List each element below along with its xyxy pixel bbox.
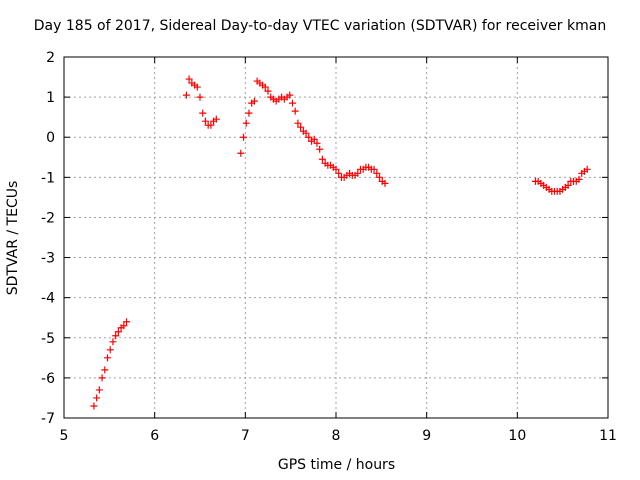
data-point — [250, 97, 258, 105]
data-point — [291, 107, 299, 115]
y-tick-label: -4 — [41, 291, 55, 307]
data-point — [294, 119, 302, 127]
y-tick-label: 2 — [46, 50, 55, 66]
x-tick-label: 8 — [332, 428, 341, 444]
y-tick-label: -7 — [41, 411, 55, 427]
data-point — [114, 328, 122, 336]
data-point — [318, 155, 326, 163]
data-point — [212, 115, 220, 123]
y-tick-label: -3 — [41, 251, 55, 267]
data-point — [242, 119, 250, 127]
y-tick-label: 1 — [46, 90, 55, 106]
data-point — [305, 133, 313, 141]
data-point — [288, 99, 296, 107]
data-point — [112, 332, 120, 340]
data-point — [123, 318, 131, 326]
data-point — [240, 133, 248, 141]
data-point — [101, 366, 109, 374]
y-tick-label: -1 — [41, 170, 55, 186]
data-point — [245, 109, 253, 117]
data-point — [199, 109, 207, 117]
data-point — [90, 402, 98, 410]
x-axis-label: GPS time / hours — [277, 457, 396, 473]
data-point — [376, 173, 384, 181]
data-point — [98, 374, 106, 382]
y-tick-label: 0 — [46, 130, 55, 146]
y-tick-label: -6 — [41, 371, 55, 387]
data-point — [264, 87, 272, 95]
data-point — [381, 179, 389, 187]
chart-title: Day 185 of 2017, Sidereal Day-to-day VTE… — [33, 18, 607, 34]
data-point — [106, 346, 114, 354]
data-point — [564, 181, 572, 189]
data-point — [286, 91, 294, 99]
x-tick-label: 5 — [60, 428, 69, 444]
data-point — [207, 121, 215, 129]
data-point — [201, 117, 209, 125]
data-point — [370, 165, 378, 173]
data-point — [302, 129, 310, 137]
data-point — [182, 91, 190, 99]
x-tick-label: 7 — [241, 428, 250, 444]
data-point — [109, 338, 117, 346]
data-point — [196, 93, 204, 101]
data-point — [185, 75, 193, 83]
data-point — [95, 386, 103, 394]
data-point — [297, 123, 305, 131]
x-tick-label: 9 — [422, 428, 431, 444]
data-point — [310, 135, 318, 143]
data-point — [261, 83, 269, 91]
data-point — [237, 149, 245, 157]
x-tick-label: 6 — [150, 428, 159, 444]
data-point — [335, 169, 343, 177]
data-point — [313, 139, 321, 147]
data-point — [104, 354, 112, 362]
data-point — [373, 169, 381, 177]
data-point — [193, 83, 201, 91]
data-point — [332, 165, 340, 173]
y-axis-label: SDTVAR / TECUs — [5, 180, 21, 296]
x-tick-label: 10 — [508, 428, 526, 444]
x-tick-label: 11 — [599, 428, 617, 444]
plot-frame — [63, 56, 609, 419]
y-tick-label: -5 — [41, 331, 55, 347]
data-point — [354, 169, 362, 177]
y-tick-label: -2 — [41, 210, 55, 226]
data-point — [316, 145, 324, 153]
data-point — [575, 175, 583, 183]
data-point — [583, 165, 591, 173]
data-point — [120, 322, 128, 330]
data-point — [93, 394, 101, 402]
